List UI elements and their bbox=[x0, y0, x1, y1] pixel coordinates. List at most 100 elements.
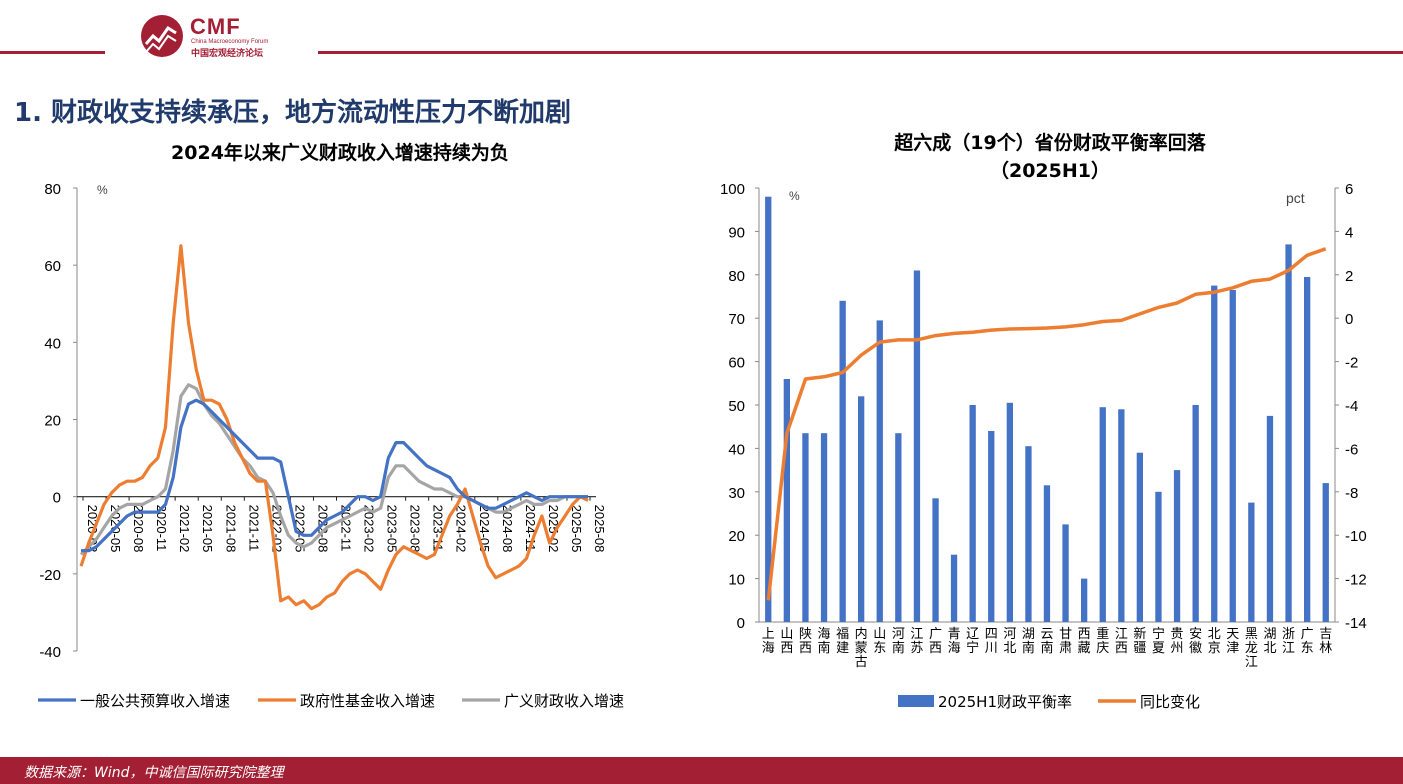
category-label: 贵州 bbox=[1171, 627, 1184, 656]
bar-6 bbox=[876, 320, 883, 622]
bar-23 bbox=[1192, 405, 1199, 622]
category-label: 安徽 bbox=[1189, 627, 1202, 656]
category-label: 青海 bbox=[948, 627, 961, 656]
bar-3 bbox=[820, 433, 828, 622]
bar-22 bbox=[1173, 470, 1181, 622]
category-label: 西藏 bbox=[1078, 627, 1091, 656]
series-line-0 bbox=[81, 398, 588, 553]
legend-label-line: 同比变化 bbox=[1140, 693, 1200, 711]
left-tick-label: 70 bbox=[728, 311, 745, 328]
bar-2 bbox=[802, 433, 809, 622]
page-title: 1. 财政收支持续承压，地方流动性压力不断加剧 bbox=[14, 98, 572, 128]
category-label: 江苏 bbox=[910, 627, 923, 656]
right-tick-label: -2 bbox=[1345, 355, 1358, 372]
change-line bbox=[766, 247, 1327, 601]
bar-11 bbox=[969, 405, 976, 622]
bar-15 bbox=[1043, 485, 1051, 622]
y-tick-label: 80 bbox=[44, 181, 61, 198]
bar-4 bbox=[839, 300, 846, 622]
bar-7 bbox=[895, 433, 902, 622]
series-line-2 bbox=[79, 383, 588, 556]
bar-12 bbox=[988, 431, 995, 622]
category-label: 浙江 bbox=[1282, 627, 1295, 656]
data-source-note: 数据来源：Wind，中诚信国际研究院整理 bbox=[24, 765, 284, 781]
bar-10 bbox=[950, 554, 958, 622]
bar-26 bbox=[1248, 502, 1255, 622]
right-tick-label: 4 bbox=[1345, 224, 1353, 241]
x-tick-label: 2021-02 bbox=[177, 505, 192, 553]
category-label: 河南 bbox=[892, 627, 905, 656]
right-tick-label: 2 bbox=[1345, 268, 1353, 285]
bar-0 bbox=[765, 196, 772, 622]
left-tick-label: 100 bbox=[720, 181, 745, 198]
footer-bar: 数据来源：Wind，中诚信国际研究院整理 bbox=[0, 757, 1403, 784]
bar-27 bbox=[1266, 415, 1274, 622]
logo-abbr: CMF bbox=[190, 14, 241, 39]
category-label: 山西 bbox=[780, 627, 793, 656]
x-tick-label: 2020-08 bbox=[131, 505, 146, 553]
left-tick-label: 90 bbox=[728, 224, 745, 241]
category-label: 河北 bbox=[1003, 627, 1016, 656]
bar-14 bbox=[1025, 446, 1032, 622]
x-tick-label: 2024-02 bbox=[454, 505, 469, 553]
x-tick-label: 2021-08 bbox=[223, 505, 238, 553]
legend-label-0: 一般公共预算收入增速 bbox=[80, 692, 230, 710]
bar-21 bbox=[1155, 491, 1162, 622]
left-tick-label: 10 bbox=[728, 572, 745, 589]
category-label: 江西 bbox=[1115, 627, 1128, 656]
bar-28 bbox=[1285, 244, 1292, 622]
category-label: 山东 bbox=[873, 627, 886, 656]
legend-label-2: 广义财政收入增速 bbox=[504, 692, 624, 710]
x-tick-label: 2022-08 bbox=[315, 505, 330, 553]
right-tick-label: -10 bbox=[1345, 528, 1367, 545]
bar-5 bbox=[858, 396, 865, 622]
category-label: 湖南 bbox=[1022, 627, 1035, 656]
bar-25 bbox=[1229, 290, 1236, 622]
y-tick-label: 40 bbox=[44, 335, 61, 352]
bar-19 bbox=[1118, 409, 1125, 622]
left-tick-label: 0 bbox=[737, 615, 745, 632]
x-tick-label: 2023-08 bbox=[408, 505, 423, 553]
bar-20 bbox=[1136, 452, 1143, 622]
right-chart-title-line2: （2025H1） bbox=[989, 160, 1110, 182]
left-tick-label: 80 bbox=[728, 268, 745, 285]
category-label: 北京 bbox=[1208, 627, 1221, 656]
left-tick-label: 40 bbox=[728, 441, 745, 458]
right-axis-unit: pct bbox=[1286, 190, 1305, 206]
category-label: 四川 bbox=[985, 627, 998, 656]
category-label: 云南 bbox=[1040, 627, 1053, 656]
category-label: 陕西 bbox=[799, 627, 812, 656]
bar-9 bbox=[932, 498, 939, 622]
category-label: 广西 bbox=[929, 627, 942, 656]
right-tick-label: 6 bbox=[1345, 181, 1353, 198]
y-tick-label: 60 bbox=[44, 258, 61, 275]
x-tick-label: 2020-11 bbox=[154, 505, 169, 552]
legend-label-1: 政府性基金收入增速 bbox=[300, 692, 435, 710]
y-tick-label: 20 bbox=[44, 413, 61, 430]
category-label: 黑龙江 bbox=[1245, 627, 1258, 670]
right-tick-label: -4 bbox=[1345, 398, 1358, 415]
x-tick-label: 2025-08 bbox=[592, 505, 607, 553]
category-label: 上海 bbox=[762, 627, 775, 656]
y-tick-label: -20 bbox=[39, 567, 61, 584]
left-chart-title: 2024年以来广义财政收入增速持续为负 bbox=[171, 142, 509, 164]
legend-label-bar: 2025H1财政平衡率 bbox=[938, 693, 1072, 711]
category-label: 辽宁 bbox=[966, 627, 979, 656]
category-label: 广东 bbox=[1301, 627, 1314, 656]
x-tick-label: 2024-08 bbox=[500, 505, 515, 553]
x-tick-label: 2021-11 bbox=[246, 505, 261, 552]
x-tick-label: 2023-02 bbox=[362, 505, 377, 553]
category-label: 内蒙古 bbox=[855, 626, 868, 670]
y-tick-label: -40 bbox=[39, 644, 61, 661]
x-tick-label: 2022-05 bbox=[292, 505, 307, 553]
bar-18 bbox=[1099, 407, 1106, 622]
right-tick-label: -14 bbox=[1345, 615, 1367, 632]
category-label: 福建 bbox=[836, 627, 849, 656]
bar-1 bbox=[783, 379, 790, 622]
x-tick-label: 2023-05 bbox=[385, 505, 400, 553]
logo-mark bbox=[141, 15, 183, 57]
logo-chinese-name: 中国宏观经济论坛 bbox=[191, 49, 264, 59]
left-tick-label: 20 bbox=[728, 528, 745, 545]
category-label: 重庆 bbox=[1096, 626, 1109, 656]
